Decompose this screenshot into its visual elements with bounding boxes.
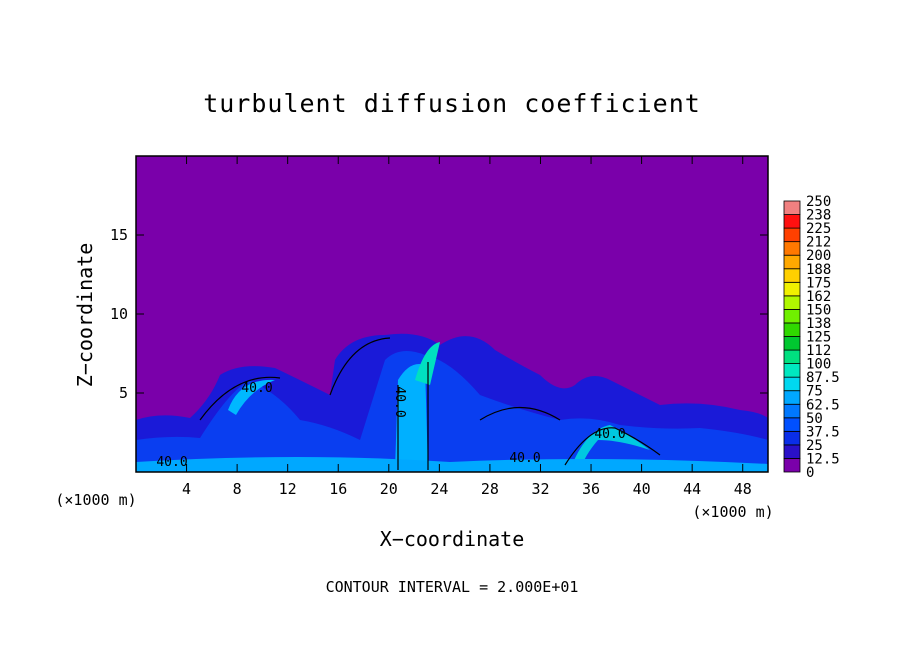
colorbar-label: 200 <box>806 248 831 264</box>
colorbar-band <box>783 458 801 473</box>
x-tick-label: 44 <box>683 480 701 498</box>
x-axis-label: X−coordinate <box>380 527 525 551</box>
contour-label: 40.0 <box>509 451 540 466</box>
x-tick-label: 28 <box>481 480 499 498</box>
colorbar-band <box>783 390 801 405</box>
colorbar-band <box>783 227 801 243</box>
contour-label: 40.0 <box>594 427 625 442</box>
colorbar-band <box>783 214 801 229</box>
colorbar-label: 138 <box>806 316 831 332</box>
field-region <box>136 457 768 472</box>
x-tick-label: 36 <box>582 480 600 498</box>
y-tick-label: 15 <box>110 226 128 244</box>
colorbar-label: 125 <box>806 330 831 346</box>
colorbar-label: 212 <box>806 235 831 251</box>
colorbar-band <box>783 254 801 270</box>
colorbar-label: 162 <box>806 289 831 305</box>
x-tick-label: 48 <box>734 480 752 498</box>
colorbar-band <box>783 322 801 337</box>
x-tick-label: 32 <box>531 480 549 498</box>
y-axis-label: Z−coordinate <box>73 243 97 388</box>
x-tick-label: 12 <box>279 480 297 498</box>
colorbar-band <box>783 363 801 378</box>
x-tick-label: 16 <box>329 480 347 498</box>
contour-label: 40.0 <box>392 386 407 417</box>
x-tick-label: 24 <box>430 480 448 498</box>
colorbar-band <box>783 376 801 392</box>
contour-label: 40.0 <box>156 455 187 470</box>
colorbar-label: 175 <box>806 275 831 291</box>
colorbar-label: 12.5 <box>806 451 840 467</box>
colorbar-label: 238 <box>806 208 831 224</box>
y-tick-label: 5 <box>119 384 128 402</box>
colorbar-label: 25 <box>806 438 823 454</box>
field-region <box>228 379 275 415</box>
colorbar-band <box>783 308 801 324</box>
colorbar-band <box>783 295 801 310</box>
colorbar-band <box>783 281 801 297</box>
colorbar-band <box>783 336 801 351</box>
colorbar-label: 188 <box>806 262 831 278</box>
x-unit: (×1000 m) <box>692 503 773 521</box>
colorbar-band <box>783 268 801 283</box>
colorbar-label: 112 <box>806 343 831 359</box>
chart-title: turbulent diffusion coefficient <box>203 89 701 118</box>
colorbar-band <box>783 444 801 459</box>
contour-label: 40.0 <box>241 381 272 396</box>
colorbar-band <box>783 200 801 215</box>
colorbar-label: 250 <box>806 194 831 210</box>
y-tick-label: 10 <box>110 305 128 323</box>
x-unit: (×1000 m) <box>55 491 136 509</box>
field-region <box>136 351 768 472</box>
contour-line <box>199 337 661 470</box>
x-tick-label: 20 <box>380 480 398 498</box>
colorbar-band <box>783 403 801 419</box>
colorbar-label: 225 <box>806 221 831 237</box>
colorbar-label: 0 <box>806 465 814 481</box>
colorbar-label: 37.5 <box>806 424 840 440</box>
colorbar-band <box>783 430 801 446</box>
colorbar-band <box>783 349 801 364</box>
colorbar-label: 150 <box>806 302 831 318</box>
colorbar-band <box>783 241 801 256</box>
footer: CONTOUR INTERVAL = 2.000E+01 <box>326 578 579 596</box>
colorbar-label: 62.5 <box>806 397 840 413</box>
colorbar-label: 75 <box>806 384 823 400</box>
colorbar-label: 100 <box>806 357 831 373</box>
x-tick-label: 4 <box>182 480 191 498</box>
colorbar-label: 50 <box>806 411 823 427</box>
x-tick-label: 8 <box>233 480 242 498</box>
field <box>136 156 768 472</box>
colorbar-label: 87.5 <box>806 370 840 386</box>
colorbar-band <box>783 417 801 432</box>
x-tick-label: 40 <box>633 480 651 498</box>
field-region <box>395 364 428 470</box>
